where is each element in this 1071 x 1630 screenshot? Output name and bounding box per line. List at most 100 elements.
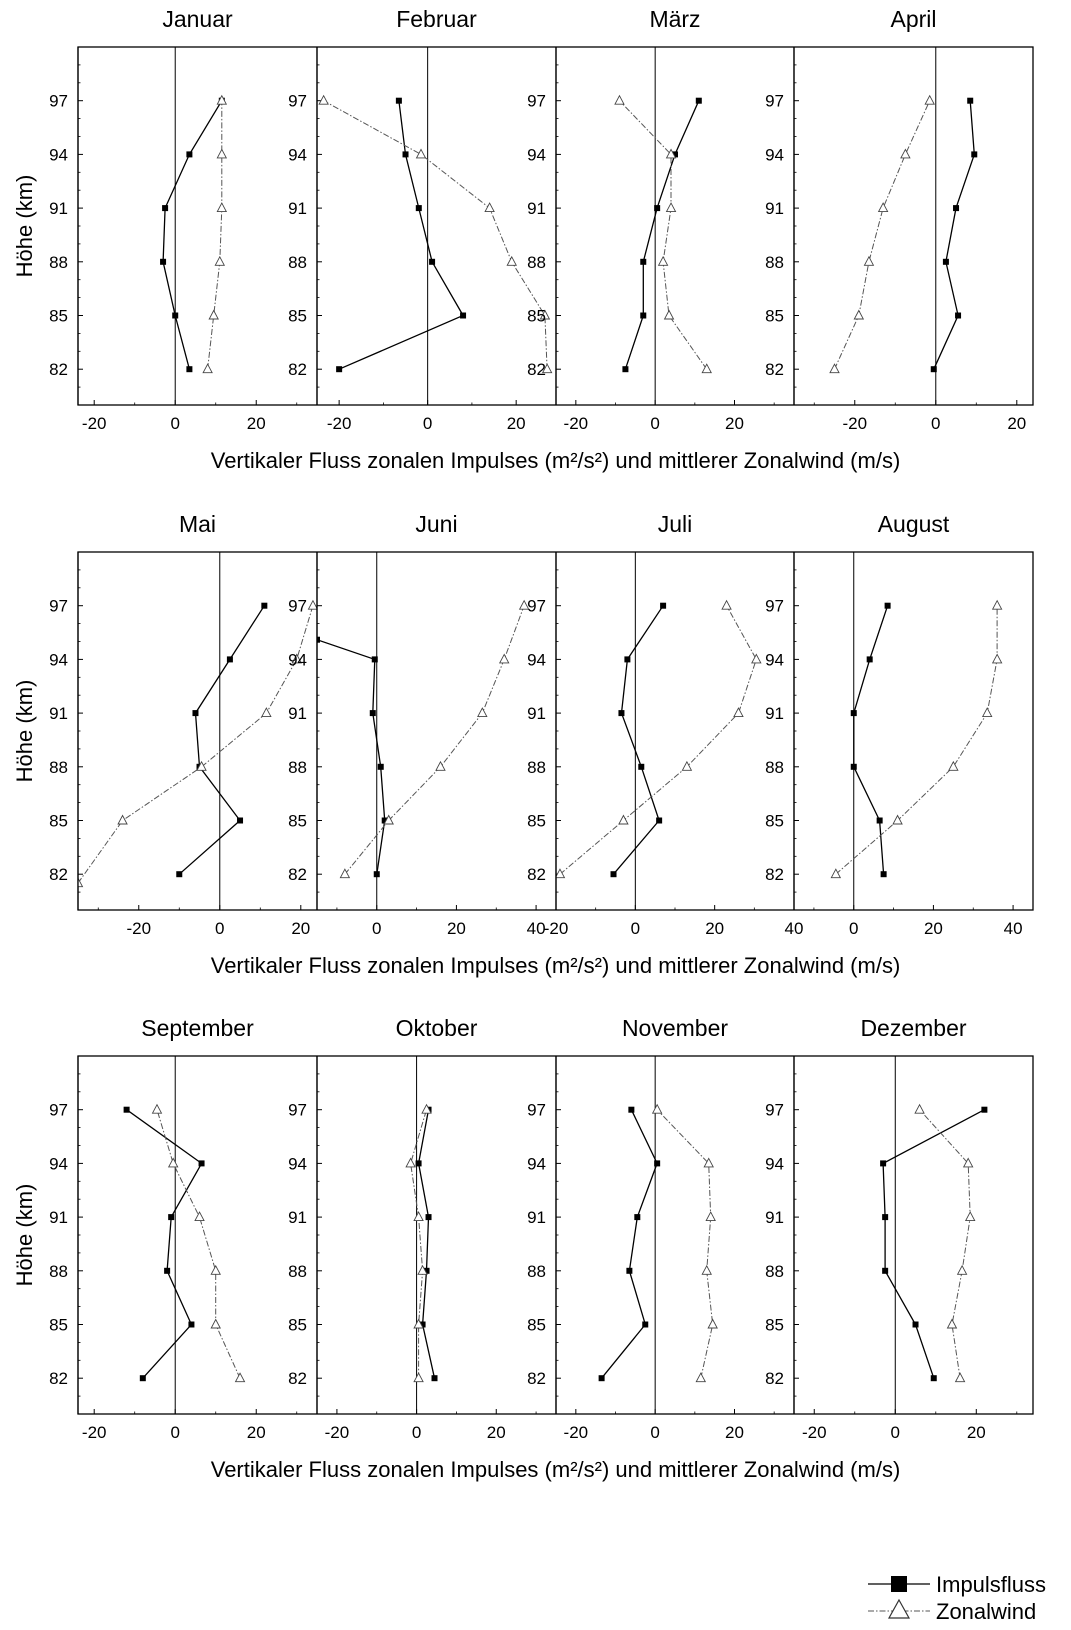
y-tick-label: 88: [527, 1262, 546, 1281]
x-tick-label: -20: [564, 414, 589, 433]
series-line: [410, 1109, 427, 1379]
y-tick-label: 91: [527, 1208, 546, 1227]
panel-title: Februar: [396, 6, 477, 32]
data-point-zonalwind: [210, 1318, 221, 1329]
data-point-zonalwind: [991, 599, 1003, 610]
series-impulsfluss: [622, 97, 702, 373]
y-tick-label: 94: [527, 145, 546, 164]
data-point-impulsfluss: [186, 151, 193, 158]
data-point-impulsfluss: [930, 366, 937, 373]
data-point-impulsfluss: [172, 312, 179, 319]
y-tick-label: 94: [527, 650, 546, 669]
data-point-zonalwind: [383, 814, 394, 825]
data-point-zonalwind: [417, 1264, 428, 1275]
data-point-impulsfluss: [419, 1321, 426, 1328]
data-point-impulsfluss: [610, 871, 617, 878]
series-zonalwind: [151, 1103, 246, 1383]
data-point-impulsfluss: [953, 205, 960, 212]
panel-januar: Januar 82 85 88 91 94 97 -20 0 20: [49, 6, 298, 433]
panel-mai: Mai 82 85 88 91 94 97 -20 0 20: [49, 511, 317, 938]
data-point-zonalwind: [701, 1264, 712, 1275]
series-impulsfluss: [880, 1106, 988, 1382]
data-point-zonalwind: [167, 1157, 179, 1168]
y-tick-label: 91: [765, 1208, 784, 1227]
data-point-zonalwind: [962, 1157, 974, 1168]
data-point-zonalwind: [210, 1264, 221, 1275]
y-tick-label: 94: [765, 650, 784, 669]
data-point-impulsfluss: [628, 1106, 635, 1113]
y-tick-label: 88: [288, 253, 307, 272]
y-tick-label: 91: [288, 704, 307, 723]
x-tick-label: 20: [447, 919, 466, 938]
y-tick-label: 82: [765, 865, 784, 884]
data-point-impulsfluss: [188, 1321, 195, 1328]
data-point-impulsfluss: [850, 710, 857, 717]
data-point-zonalwind: [707, 1318, 718, 1329]
panel-april: April 82 85 88 91 94 97 -20 0 20: [765, 6, 1026, 433]
series-line: [624, 100, 700, 370]
x-tick-label: 20: [725, 1423, 744, 1442]
data-point-impulsfluss: [423, 1267, 430, 1274]
data-point-zonalwind: [216, 148, 228, 159]
data-point-impulsfluss: [192, 710, 199, 717]
y-tick-label: 82: [765, 360, 784, 379]
x-axis-title: Vertikaler Fluss zonalen Impulses (m²/s²…: [211, 1457, 901, 1482]
series-impulsfluss: [336, 97, 467, 373]
x-tick-label: 20: [291, 919, 310, 938]
data-point-zonalwind: [117, 814, 128, 825]
y-tick-label: 97: [527, 92, 546, 111]
data-point-impulsfluss: [395, 97, 402, 104]
data-point-impulsfluss: [123, 1106, 130, 1113]
x-tick-label: -20: [82, 1423, 107, 1442]
data-point-zonalwind: [214, 255, 226, 266]
panel-title: März: [649, 6, 700, 32]
data-point-impulsfluss: [460, 312, 467, 319]
data-point-impulsfluss: [186, 366, 193, 373]
x-tick-label: 0: [423, 414, 432, 433]
series-line: [559, 605, 757, 875]
data-point-zonalwind: [614, 94, 625, 105]
y-tick-label: 88: [49, 253, 68, 272]
series-zonalwind: [556, 599, 762, 879]
y-tick-label: 91: [765, 704, 784, 723]
data-point-impulsfluss: [981, 1106, 988, 1113]
data-point-impulsfluss: [371, 656, 378, 663]
x-tick-label: 0: [170, 414, 179, 433]
y-tick-label: 85: [765, 1316, 784, 1335]
row-frame: [77, 1055, 1034, 1415]
series-line: [656, 1109, 714, 1379]
data-point-zonalwind: [307, 599, 317, 610]
data-point-zonalwind: [435, 760, 446, 771]
y-tick-label: 94: [527, 1154, 546, 1173]
data-point-impulsfluss: [634, 1214, 641, 1221]
data-point-zonalwind: [261, 707, 272, 718]
data-point-zonalwind: [657, 255, 669, 266]
data-point-zonalwind: [339, 868, 351, 879]
panel-title: April: [890, 6, 936, 32]
legend-marker-square: [891, 1576, 907, 1592]
series-zonalwind: [202, 94, 228, 374]
x-tick-label: -20: [325, 1423, 350, 1442]
data-point-zonalwind: [477, 707, 488, 718]
y-tick-label: 97: [765, 597, 784, 616]
row-frame: [77, 551, 1034, 911]
y-tick-label: 88: [49, 758, 68, 777]
panel-februar: Februar 82 85 88 91 94 97 -20 0 20: [288, 6, 553, 433]
y-tick-label: 88: [765, 1262, 784, 1281]
y-tick-label: 94: [765, 145, 784, 164]
data-point-impulsfluss: [866, 656, 873, 663]
data-point-impulsfluss: [198, 1160, 205, 1167]
series-line: [162, 100, 223, 370]
y-tick-label: 91: [288, 1208, 307, 1227]
panel-title: Juli: [658, 511, 693, 537]
y-tick-label: 82: [765, 1369, 784, 1388]
series-line: [344, 605, 525, 875]
y-tick-label: 91: [49, 704, 68, 723]
data-point-zonalwind: [663, 309, 675, 320]
data-point-impulsfluss: [168, 1214, 175, 1221]
data-point-impulsfluss: [850, 763, 857, 770]
x-axis-title: Vertikaler Fluss zonalen Impulses (m²/s²…: [211, 953, 901, 978]
panels-layer: Januar 82 85 88 91 94 97 -20 0 20 Februar 82 85 88 91 9…: [49, 6, 1026, 1442]
data-point-impulsfluss: [373, 871, 380, 878]
data-point-impulsfluss: [955, 312, 962, 319]
